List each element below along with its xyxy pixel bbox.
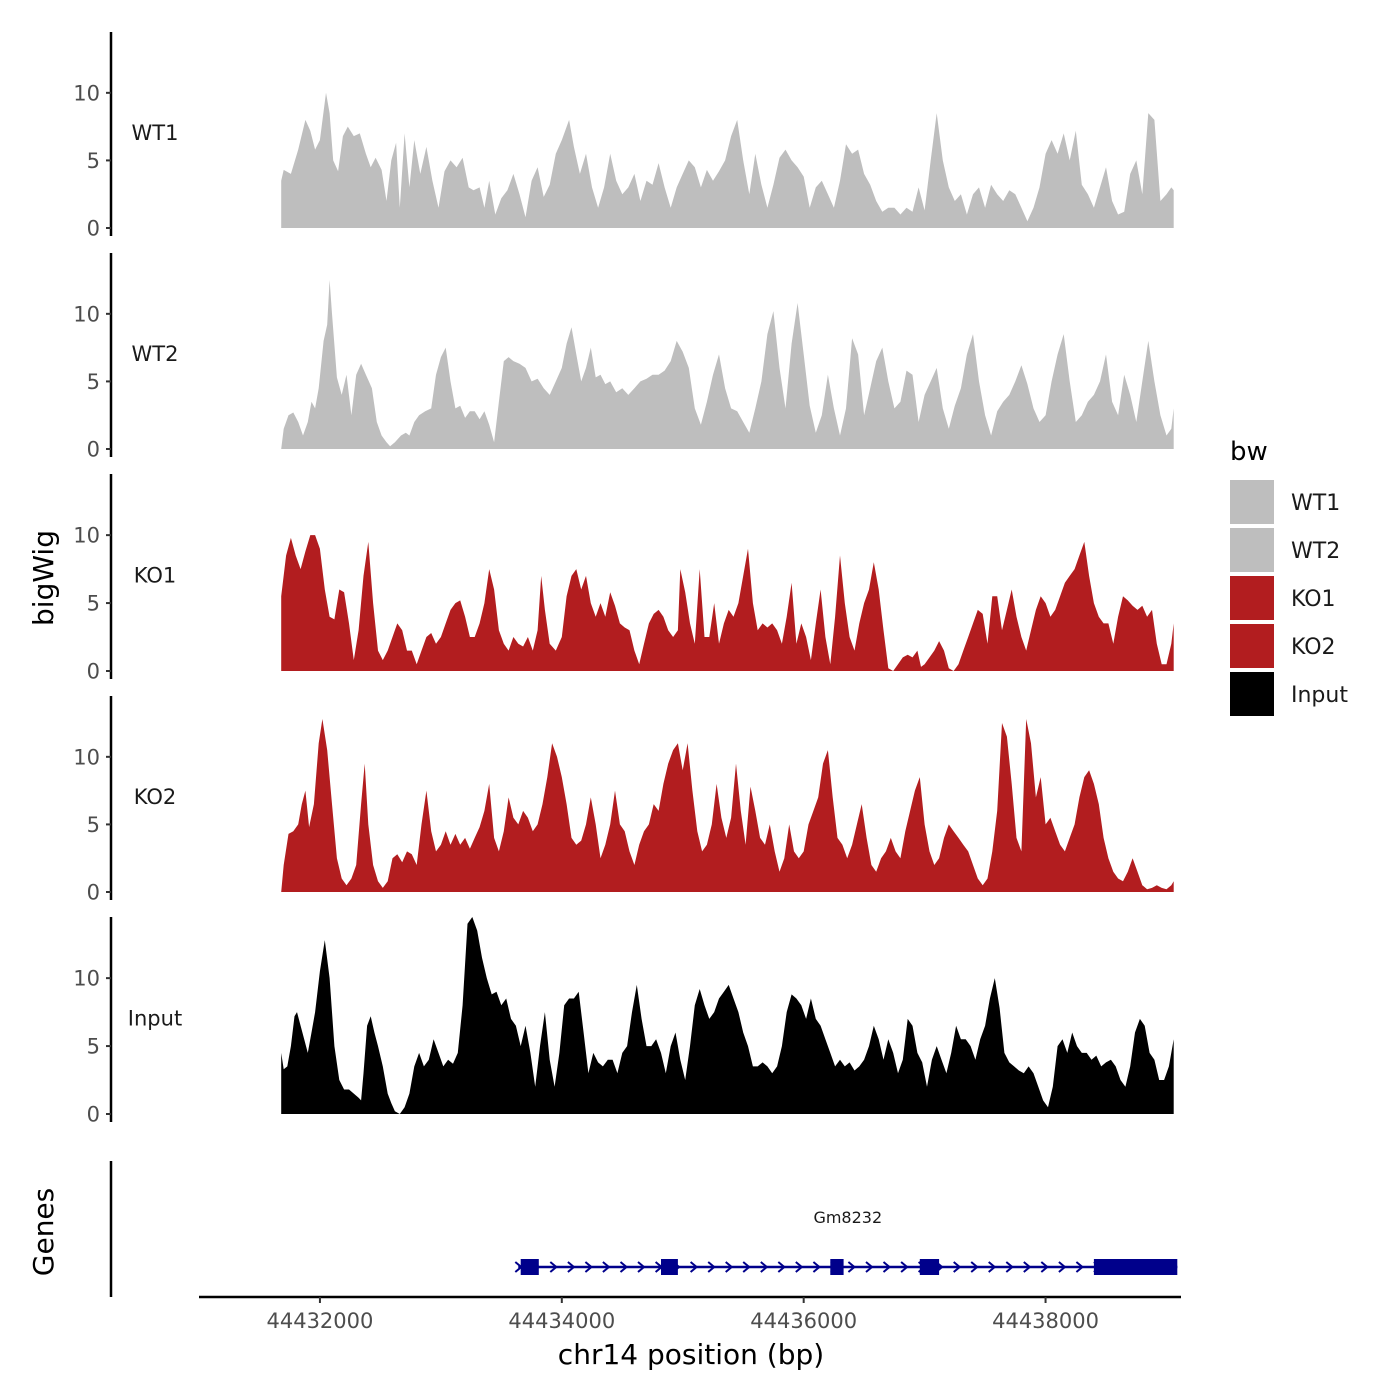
x-axis-tick-label: 44438000 xyxy=(992,1309,1099,1333)
track-wt2-tick-label: 0 xyxy=(87,438,100,462)
track-input-tick-label: 5 xyxy=(87,1035,100,1059)
legend-item-input: Input xyxy=(1230,672,1348,716)
legend-label: WT1 xyxy=(1291,491,1340,516)
strand-arrow xyxy=(619,1261,629,1273)
legend-title: bw xyxy=(1230,437,1268,467)
strand-arrow xyxy=(1005,1261,1014,1273)
track-wt1: 0 5 10 WT1 xyxy=(73,32,1174,241)
strand-arrow xyxy=(1040,1261,1049,1273)
legend-swatch xyxy=(1230,672,1274,716)
y-axis-title: bigWig xyxy=(27,530,60,626)
x-axis-tick-label: 44434000 xyxy=(508,1309,615,1333)
track-ko2-tick-label: 0 xyxy=(87,881,100,905)
track-ko2-label: KO2 xyxy=(134,785,177,809)
legend-label: KO2 xyxy=(1291,635,1336,660)
x-axis-title: chr14 position (bp) xyxy=(558,1338,824,1371)
legend-swatch xyxy=(1230,576,1274,620)
track-ko1-tick-label: 10 xyxy=(73,524,100,548)
x-axis-tick-label: 44432000 xyxy=(266,1309,373,1333)
track-wt2-tick-label: 5 xyxy=(87,370,100,394)
gene-exon xyxy=(1093,1259,1178,1275)
strand-arrow xyxy=(777,1261,786,1273)
legend-swatch xyxy=(1230,528,1274,572)
track-input: 0 5 10 Input xyxy=(73,917,1174,1127)
track-ko2-tick-label: 10 xyxy=(73,745,100,769)
gene-exon xyxy=(830,1259,844,1275)
track-wt2: 0 5 10 WT2 xyxy=(73,253,1174,462)
legend-label: KO1 xyxy=(1291,587,1336,612)
gene-exon xyxy=(919,1259,940,1275)
legend-item-wt1: WT1 xyxy=(1230,480,1340,524)
strand-arrow xyxy=(689,1261,699,1273)
strand-arrow xyxy=(988,1261,997,1273)
legend-label: WT2 xyxy=(1291,539,1340,564)
track-ko2-area xyxy=(281,719,1174,892)
track-input-label: Input xyxy=(128,1006,182,1030)
legend-swatch xyxy=(1230,480,1274,524)
track-ko1-tick-label: 0 xyxy=(87,660,100,684)
strand-arrow xyxy=(1023,1261,1032,1273)
track-ko2: 0 5 10 KO2 xyxy=(73,696,1174,905)
track-wt2-area xyxy=(281,280,1174,449)
strand-arrow xyxy=(953,1261,962,1273)
gene-name-label: Gm8232 xyxy=(813,1208,882,1227)
strand-arrow xyxy=(900,1261,909,1273)
track-ko1-tick-label: 5 xyxy=(87,592,100,616)
legend-swatch xyxy=(1230,624,1274,668)
strand-arrow xyxy=(707,1261,716,1273)
track-wt1-label: WT1 xyxy=(132,121,179,145)
tracks-layer: 0 5 10 WT1 0 5 10 WT2 0 5 10 KO1 0 5 10 KO2 0 5 10 Input xyxy=(73,32,1174,1127)
track-wt1-area xyxy=(281,92,1174,228)
track-input-area xyxy=(281,917,1174,1114)
strand-arrow xyxy=(795,1261,804,1273)
track-wt1-tick-label: 5 xyxy=(87,149,100,173)
track-ko1: 0 5 10 KO1 xyxy=(73,474,1174,684)
x-axis-tick-label: 44436000 xyxy=(750,1309,857,1333)
gene-exon xyxy=(520,1259,539,1275)
strand-arrow xyxy=(637,1261,646,1273)
x-axis: 44432000 44434000 44436000 44438000 xyxy=(199,1295,1181,1333)
gene-exon xyxy=(661,1259,678,1275)
strand-arrow xyxy=(970,1261,979,1273)
strand-arrow xyxy=(602,1261,611,1273)
legend-label: Input xyxy=(1291,683,1348,708)
strand-arrow xyxy=(567,1261,576,1273)
track-ko1-label: KO1 xyxy=(134,563,177,587)
track-wt1-tick-label: 0 xyxy=(87,217,100,241)
track-input-tick-label: 0 xyxy=(87,1103,100,1127)
track-wt2-tick-label: 10 xyxy=(73,302,100,326)
track-ko2-tick-label: 5 xyxy=(87,813,100,837)
gene-layer: Gm8232 xyxy=(109,1161,1178,1297)
strand-arrow xyxy=(1075,1261,1084,1273)
strand-arrow xyxy=(760,1261,769,1273)
track-wt2-label: WT2 xyxy=(132,342,179,366)
track-ko1-area xyxy=(281,535,1174,671)
gene-gm8232: Gm8232 xyxy=(514,1208,1178,1275)
strand-arrow xyxy=(882,1261,892,1273)
legend-item-wt2: WT2 xyxy=(1230,528,1340,572)
strand-arrow xyxy=(742,1261,751,1273)
track-input-tick-label: 10 xyxy=(73,967,100,991)
strand-arrow xyxy=(812,1261,821,1273)
strand-arrow xyxy=(1058,1261,1067,1273)
genes-axis-title: Genes xyxy=(27,1188,60,1276)
strand-arrow xyxy=(584,1261,593,1273)
legend-item-ko1: KO1 xyxy=(1230,576,1336,620)
strand-arrow xyxy=(865,1261,874,1273)
strand-arrow xyxy=(725,1261,734,1273)
legend-item-ko2: KO2 xyxy=(1230,624,1336,668)
strand-arrow xyxy=(847,1261,856,1273)
track-wt1-tick-label: 10 xyxy=(73,81,100,105)
legend: bw WT1 WT2 KO1 KO2 Input xyxy=(1230,437,1348,716)
strand-arrow xyxy=(549,1261,558,1273)
